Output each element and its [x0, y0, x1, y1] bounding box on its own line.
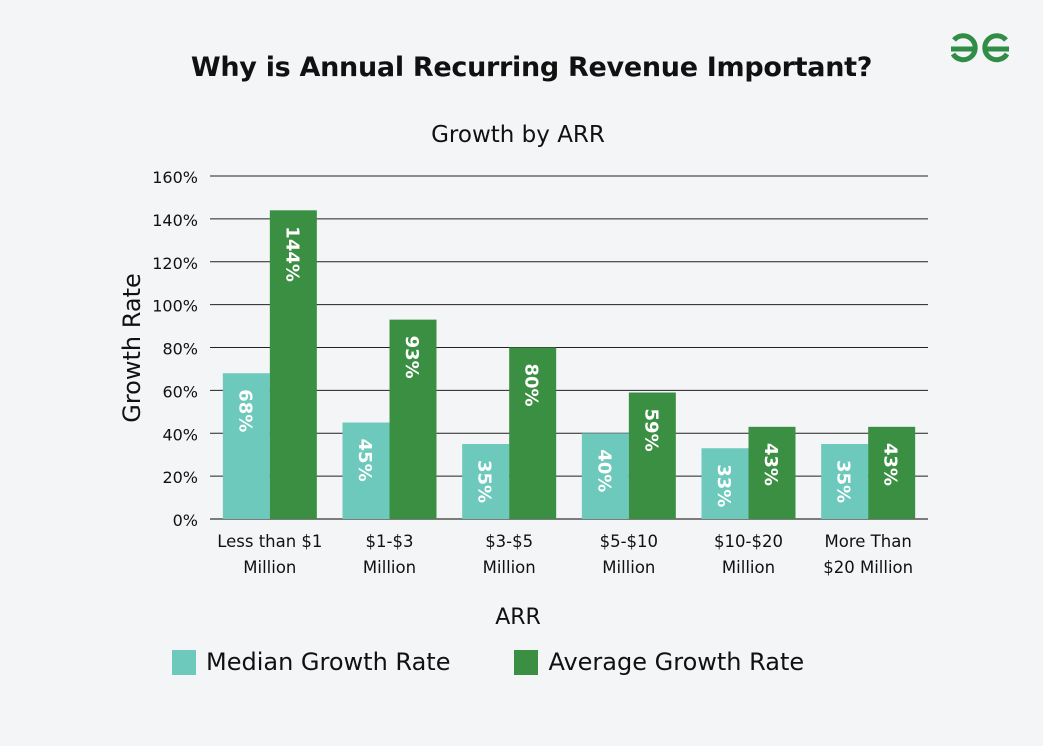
y-tick-label: 0%: [173, 511, 198, 530]
x-tick-label: $3-$5: [485, 532, 533, 551]
bar-median: [222, 373, 270, 519]
bar-median: [342, 422, 390, 519]
bar-data-label: 93%: [401, 336, 422, 379]
bar-average: [868, 426, 916, 519]
bar-data-label: 33%: [713, 464, 734, 507]
legend-label-median: Median Growth Rate: [206, 648, 451, 676]
chart-legend: Median Growth Rate Average Growth Rate: [172, 648, 868, 676]
bar-data-label: 68%: [234, 389, 255, 432]
bar-data-label: 35%: [474, 460, 495, 503]
legend-swatch-median: [172, 649, 196, 675]
x-tick-label: $20 Million: [823, 558, 913, 577]
x-axis-label: ARR: [495, 605, 541, 630]
bar-data-label: 45%: [354, 439, 375, 482]
x-tick-label: Million: [363, 558, 416, 577]
bar-average: [509, 347, 557, 519]
legend-label-average: Average Growth Rate: [548, 648, 805, 676]
bar-median: [821, 443, 869, 519]
bar-median: [581, 433, 629, 519]
y-tick-label: 100%: [152, 297, 198, 316]
geeksforgeeks-logo-icon: [950, 33, 1010, 63]
page-title: Why is Annual Recurring Revenue Importan…: [190, 52, 873, 83]
bar-average: [269, 210, 317, 520]
bar-data-label: 59%: [640, 409, 661, 452]
bar-data-label: 35%: [833, 460, 854, 503]
x-tick-label: Million: [243, 558, 296, 577]
bar-median: [462, 443, 510, 519]
legend-swatch-average: [514, 649, 539, 675]
legend-item-median: Median Growth Rate: [172, 648, 450, 676]
x-tick-label: Less than $1: [217, 532, 322, 551]
y-tick-label: 40%: [162, 425, 198, 444]
bar-data-label: 43%: [760, 443, 781, 486]
x-tick-label: $1-$3: [366, 532, 414, 551]
legend-item-average: Average Growth Rate: [514, 648, 804, 676]
bar-median: [701, 448, 749, 519]
y-tick-label: 120%: [152, 254, 198, 273]
x-tick-label: More Than: [825, 532, 912, 551]
x-tick-label: $10-$20: [714, 532, 783, 551]
bar-data-label: 43%: [880, 443, 901, 486]
bar-data-label: 80%: [521, 364, 542, 407]
x-tick-label: Million: [722, 558, 775, 577]
x-tick-label: Million: [483, 558, 536, 577]
chart-title: Growth by ARR: [431, 122, 605, 148]
bar-average: [748, 426, 796, 519]
y-tick-label: 60%: [162, 382, 198, 401]
y-tick-label: 80%: [162, 340, 198, 359]
bar-data-label: 40%: [593, 449, 614, 492]
y-tick-label: 140%: [152, 211, 198, 230]
bar-data-label: 144%: [281, 226, 302, 282]
x-tick-label: $5-$10: [600, 532, 658, 551]
x-tick-label: Million: [602, 558, 655, 577]
bar-average: [389, 319, 437, 519]
y-tick-label: 160%: [152, 168, 198, 187]
y-axis-label: Growth Rate: [118, 273, 146, 423]
bar-average: [628, 392, 676, 519]
y-tick-label: 20%: [162, 468, 198, 487]
